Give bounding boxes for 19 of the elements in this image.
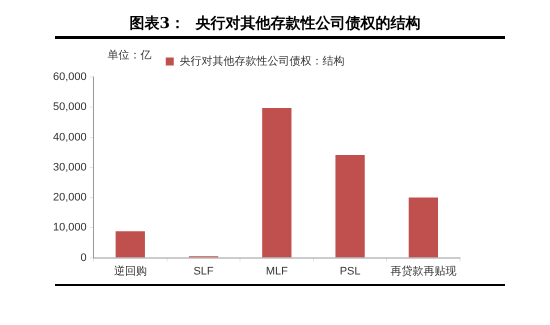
bar (116, 231, 145, 258)
bar (335, 155, 365, 258)
x-tick-label: PSL (340, 265, 360, 278)
bar (262, 108, 292, 258)
y-tick-label: 10,000 (52, 222, 87, 234)
chart-title: 图表3： 央行对其他存款性公司债权的结构 (128, 14, 422, 33)
y-tick-label: 0 (80, 252, 87, 264)
y-tick-label: 60,000 (52, 71, 87, 84)
y-tick-label: 30,000 (52, 161, 87, 174)
x-tick-label: 再贷款再贴现 (390, 264, 456, 278)
x-tick-label: SLF (193, 265, 214, 278)
legend-label: 央行对其他存款性公司债权：结构 (179, 54, 344, 68)
y-tick-label: 50,000 (52, 101, 87, 114)
y-tick-label: 20,000 (52, 192, 87, 204)
x-tick-label: MLF (266, 265, 288, 278)
y-tick-label: 40,000 (52, 131, 87, 144)
bar (408, 198, 438, 258)
text: 单位：亿 (108, 48, 152, 62)
x-tick-label: 逆回购 (114, 264, 147, 278)
